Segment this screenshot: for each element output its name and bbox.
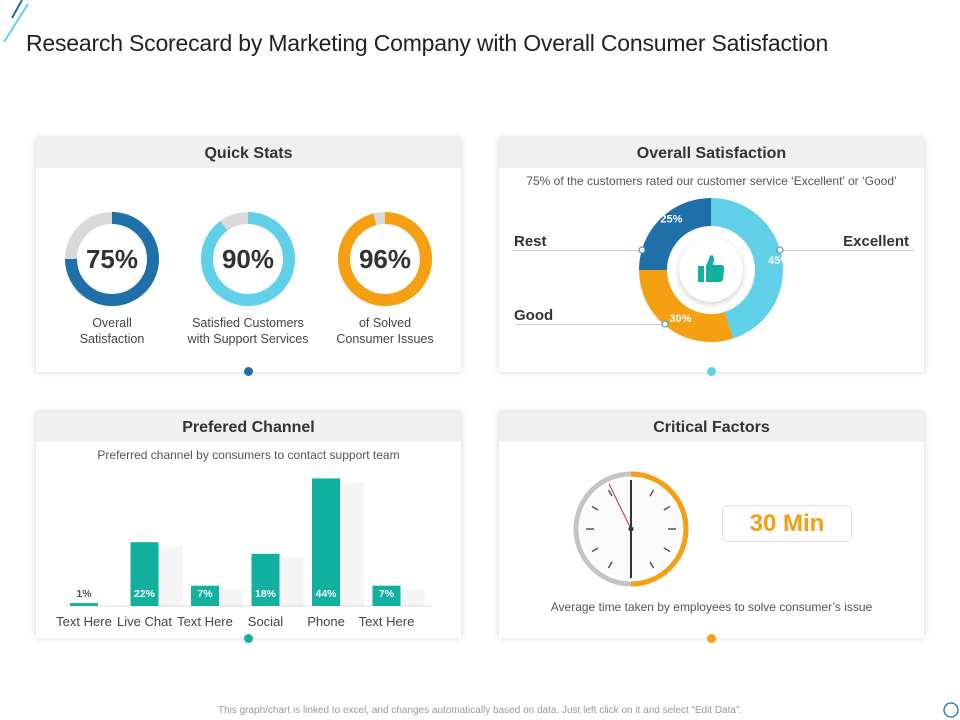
leader-line (779, 250, 914, 251)
time-value: 30 Min (722, 505, 852, 542)
clock-icon (573, 471, 689, 587)
bar-label: 7% (379, 588, 395, 600)
preferred-channel-subtitle: Preferred channel by consumers to contac… (97, 448, 400, 462)
indicator-dot (244, 634, 253, 643)
indicator-dot (707, 367, 716, 376)
channel-bar-chart: 1% Text Here 22% Live Chat 7% Text Here 18% Soc… (56, 478, 431, 629)
satisfaction-donut: 45% 30% 25% (638, 198, 790, 342)
decorative-lines (3, 0, 29, 43)
donut-fill (201, 212, 295, 306)
leader-dot (776, 246, 784, 254)
overall-satisfaction-panel: Overall Satisfaction 75% of the customer… (499, 138, 924, 372)
critical-factors-panel: Critical Factors Average time taken by e… (499, 412, 924, 638)
quick-stats-header: Quick Stats (36, 138, 461, 168)
quick-stats-panel: Quick Stats 75% 90% 96% Overall Satisfact… (36, 138, 461, 372)
bar (312, 478, 340, 606)
leader-dot (661, 320, 669, 328)
bar-label: 7% (197, 588, 213, 600)
indicator-dot (707, 634, 716, 643)
category-label: Live Chat (117, 614, 172, 629)
pie-label: 30% (669, 313, 691, 325)
bar (251, 553, 280, 606)
page-title: Research Scorecard by Marketing Company … (26, 30, 829, 56)
quick-stats-donuts (65, 212, 432, 306)
category-label: Text Here (56, 614, 112, 629)
pie-slice-good (639, 269, 734, 342)
leader-line (512, 250, 642, 251)
overall-satisfaction-subtitle: 75% of the customers rated our customer … (526, 174, 897, 188)
footer-note: This graph/chart is linked to excel, and… (217, 705, 743, 716)
stat-label: of Solved Consumer Issues (336, 316, 434, 346)
stat-label: Overall Satisfaction (79, 316, 145, 346)
bar (70, 603, 98, 606)
circle-icon (943, 702, 959, 718)
preferred-channel-header: Prefered Channel (36, 412, 461, 442)
stat-value: 90% (221, 244, 275, 274)
indicator-dot (244, 367, 253, 376)
leader-line (515, 324, 665, 325)
overall-satisfaction-header: Overall Satisfaction (499, 138, 924, 168)
bar-label: 1% (76, 588, 92, 600)
bar (130, 542, 159, 606)
stat-value: 75% (85, 244, 139, 274)
stat-label: Satisfied Customers with Support Services (187, 316, 309, 346)
legend-rest: Rest (514, 233, 547, 250)
bar-label: 22% (134, 588, 156, 600)
donut-fill (65, 212, 159, 306)
bar-label: 18% (255, 588, 277, 600)
pie-slice-excellent (710, 198, 783, 339)
stat-value: 96% (358, 244, 412, 274)
bar (191, 585, 219, 606)
category-label: Text Here (177, 614, 233, 629)
critical-factors-caption: Average time taken by employees to solve… (550, 600, 873, 614)
pie-label: 45% (768, 255, 790, 267)
donut-fill (338, 212, 432, 306)
legend-excellent: Excellent (843, 233, 909, 250)
preferred-channel-panel: Prefered Channel Preferred channel by co… (36, 412, 461, 638)
category-label: Text Here (359, 614, 415, 629)
pie-label: 25% (660, 213, 682, 225)
bar (372, 585, 401, 606)
thumbs-up-icon (698, 255, 725, 282)
critical-factors-header: Critical Factors (499, 412, 924, 442)
category-label: Phone (307, 614, 345, 629)
legend-good: Good (514, 307, 554, 324)
bar-label: 44% (315, 588, 337, 600)
pie-slice-rest (639, 198, 712, 271)
category-label: Social (248, 614, 284, 629)
leader-dot (638, 246, 646, 254)
